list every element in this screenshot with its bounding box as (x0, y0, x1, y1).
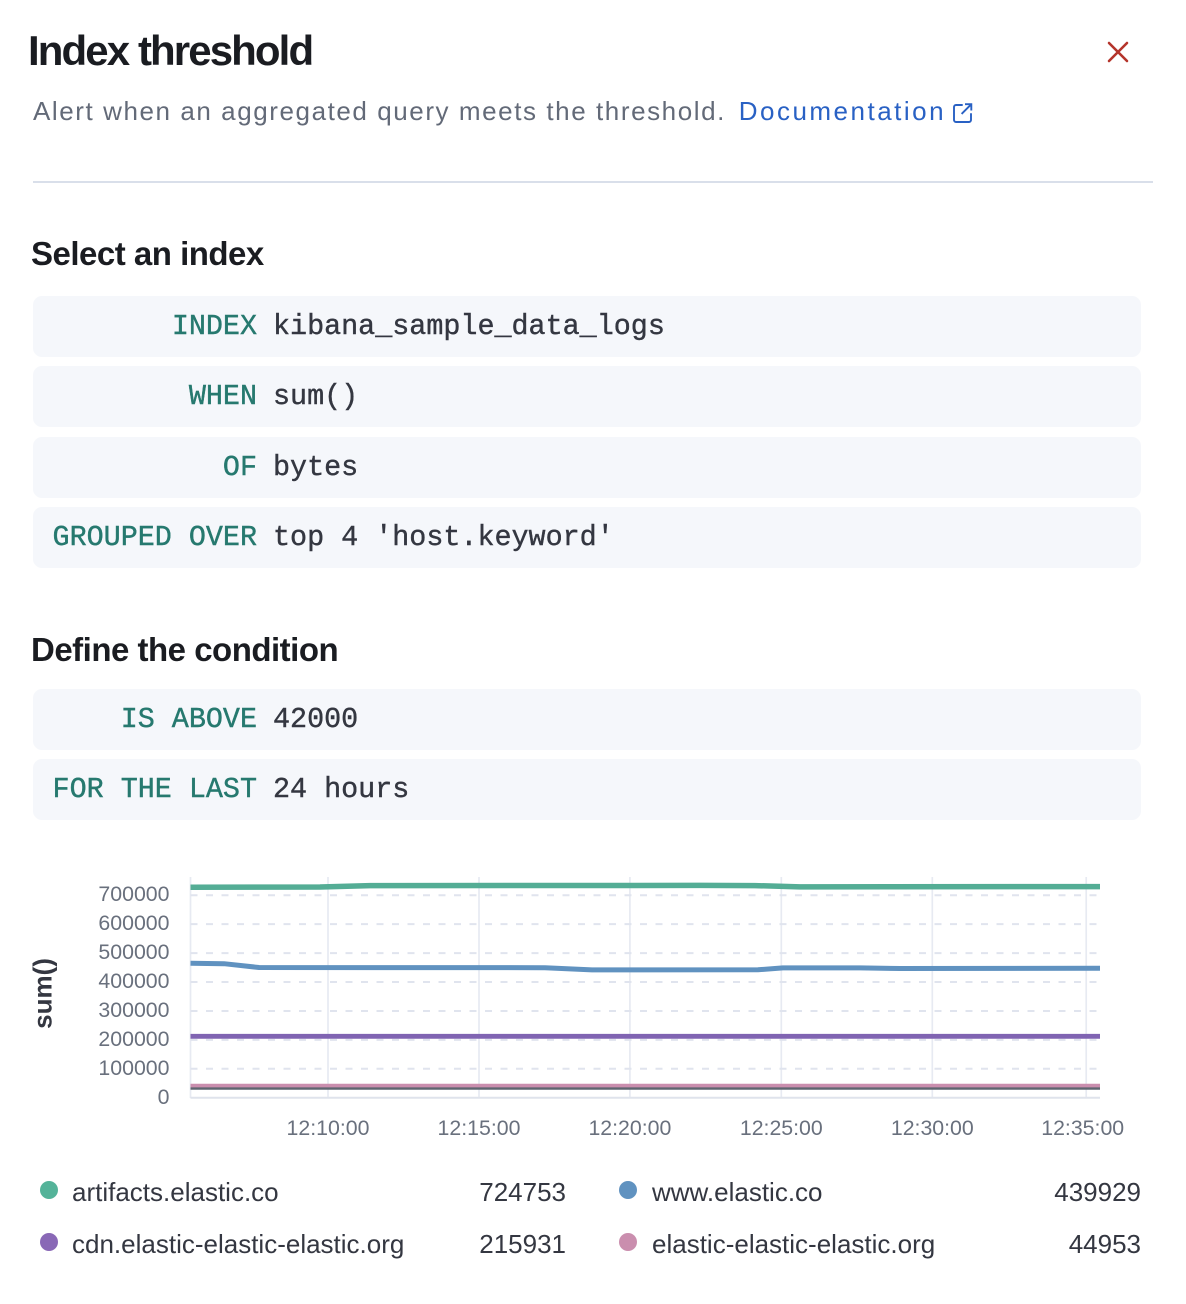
svg-text:12:20:00: 12:20:00 (588, 1116, 671, 1140)
svg-text:400000: 400000 (98, 969, 169, 993)
svg-text:12:10:00: 12:10:00 (287, 1116, 370, 1140)
svg-text:100000: 100000 (98, 1056, 169, 1080)
svg-text:sum(): sum() (28, 958, 58, 1029)
svg-text:600000: 600000 (98, 911, 169, 935)
svg-text:12:15:00: 12:15:00 (438, 1116, 521, 1140)
svg-text:12:30:00: 12:30:00 (891, 1116, 974, 1140)
svg-text:12:25:00: 12:25:00 (740, 1116, 823, 1140)
svg-text:300000: 300000 (98, 998, 169, 1022)
svg-text:700000: 700000 (98, 882, 169, 906)
svg-text:12:35:00: 12:35:00 (1041, 1116, 1124, 1140)
svg-text:500000: 500000 (98, 940, 169, 964)
svg-text:200000: 200000 (98, 1027, 169, 1051)
svg-text:0: 0 (158, 1085, 170, 1109)
